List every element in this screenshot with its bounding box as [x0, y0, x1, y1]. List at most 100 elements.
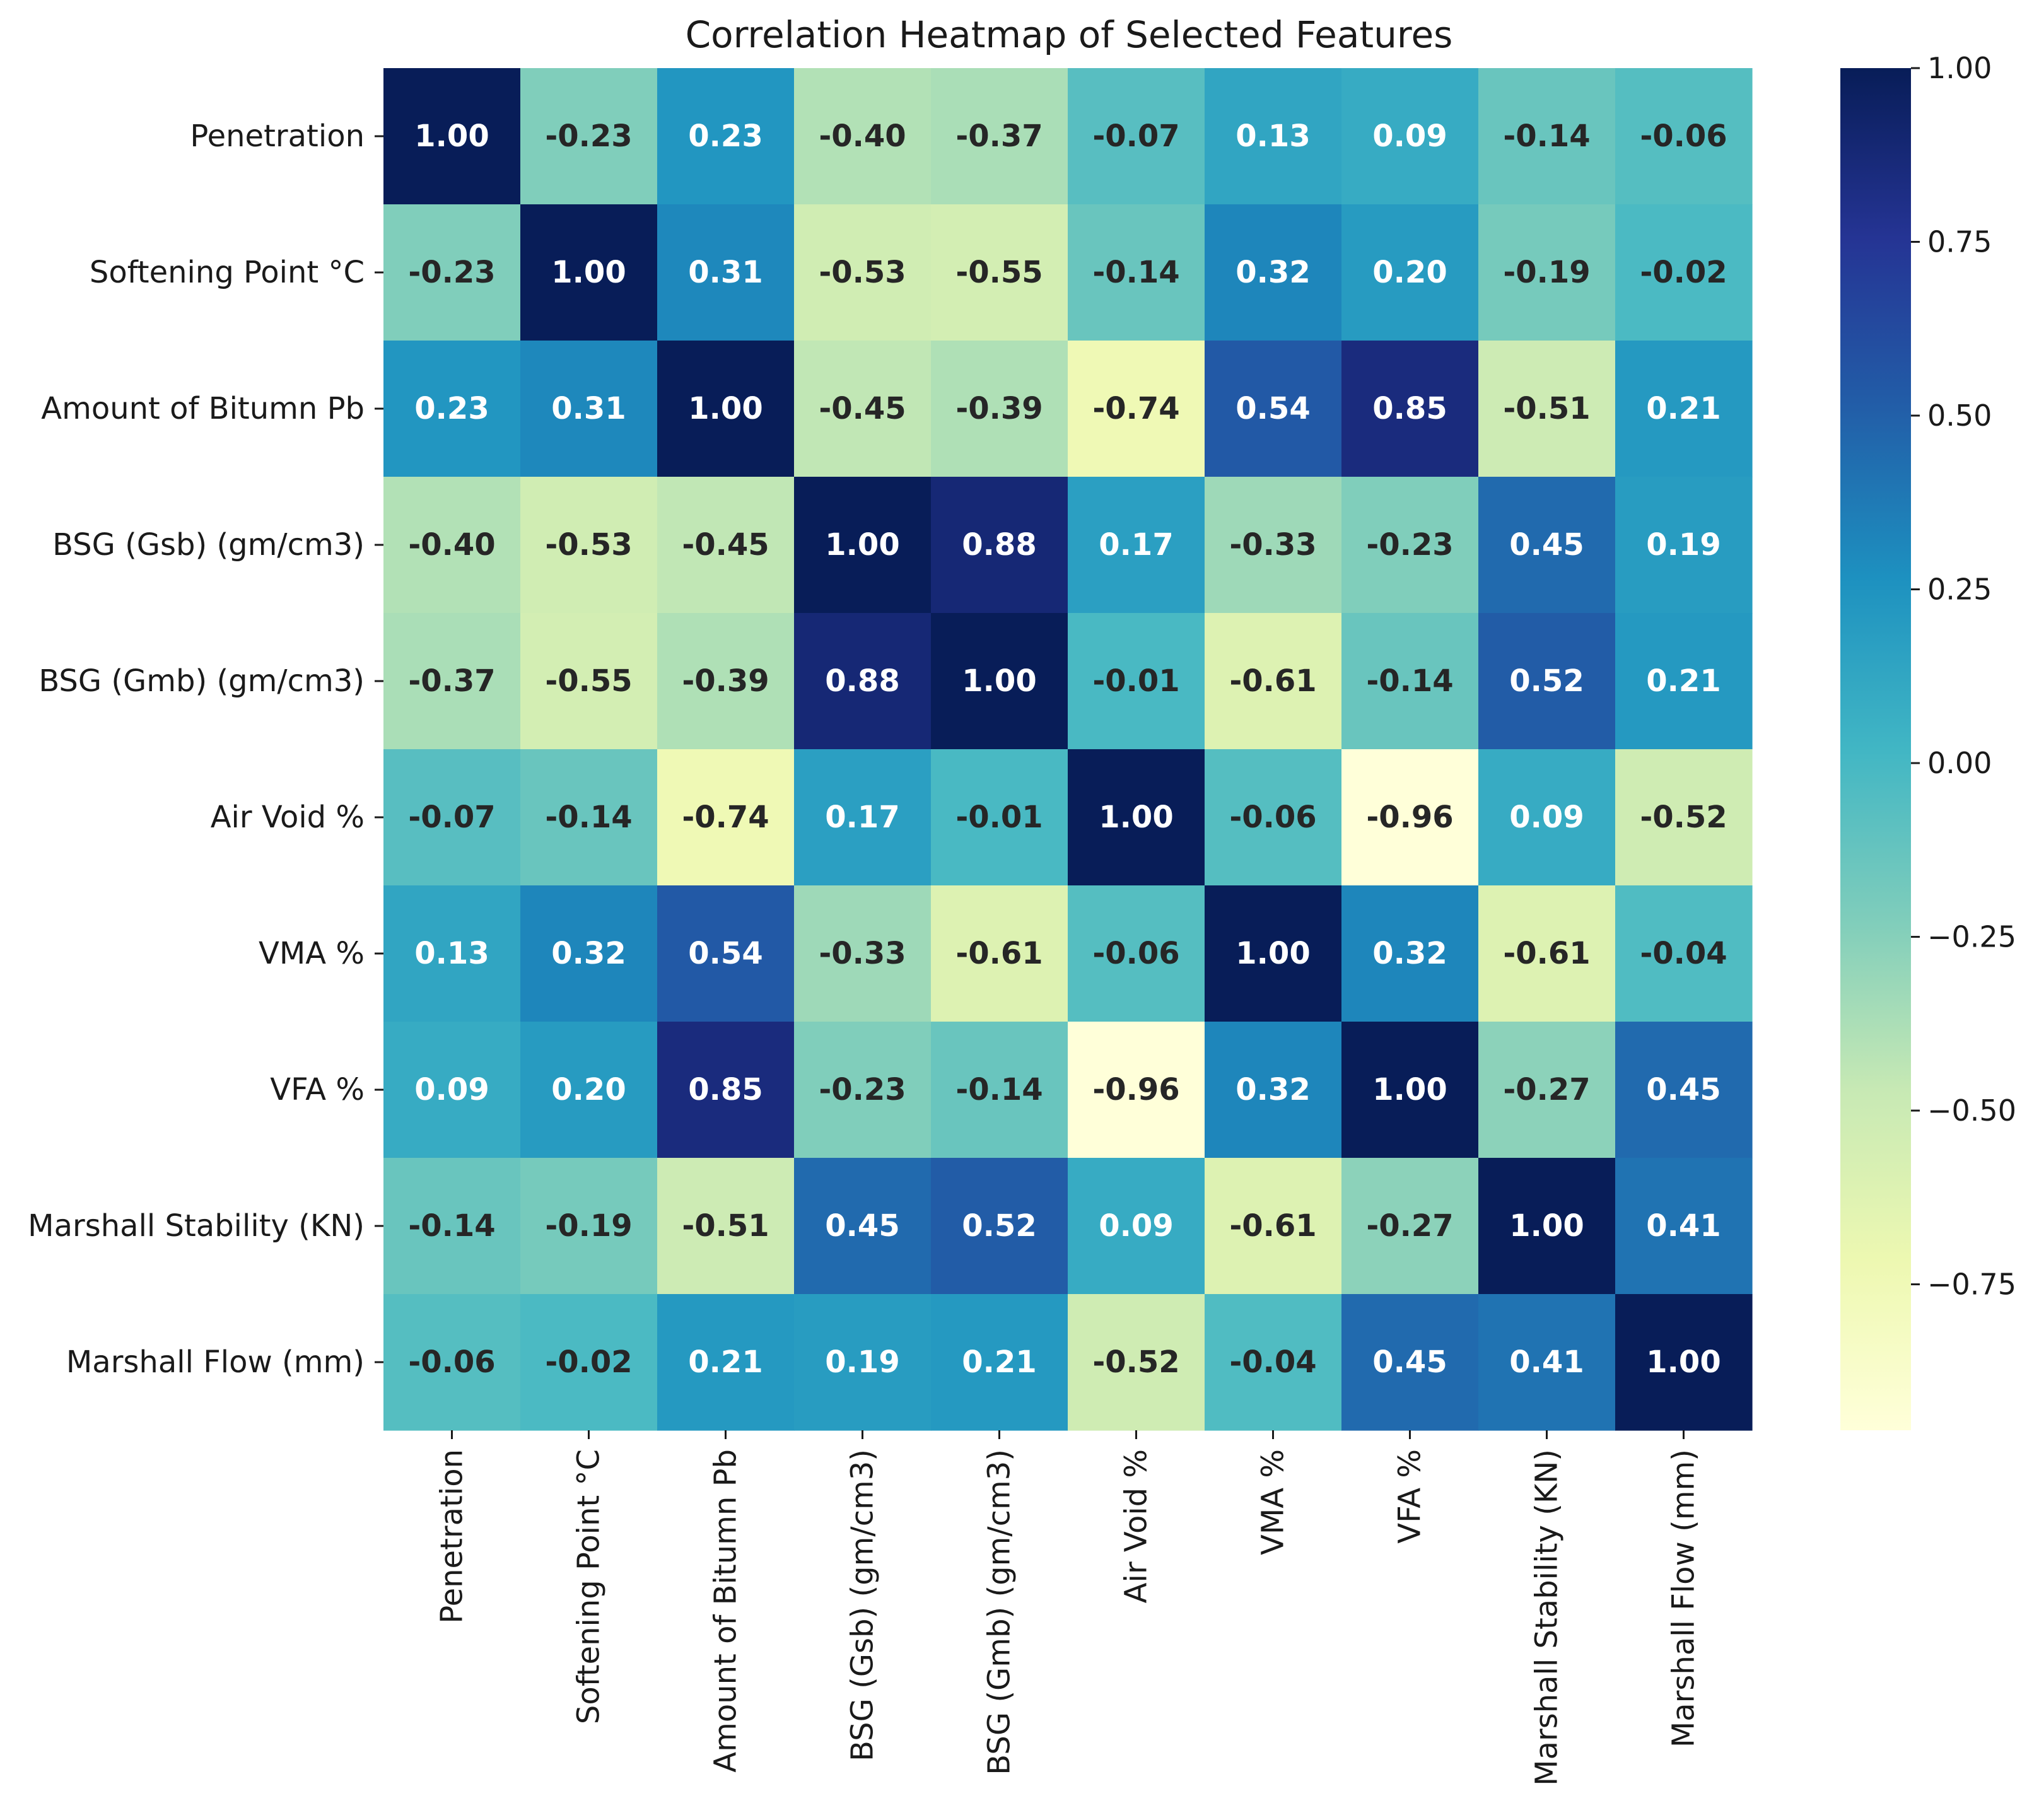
heatmap-cell: [794, 1158, 932, 1295]
cell-value-label: 1.00: [1509, 1208, 1584, 1244]
row-labels: Penetration Softening Point °C Amount of B…: [28, 119, 383, 1380]
heatmap-cell: [520, 68, 658, 205]
row-label: VMA %: [259, 936, 365, 971]
cell-value-label: 1.00: [1372, 1072, 1447, 1107]
colorbar: [1840, 68, 1911, 1430]
heatmap-cell: [1615, 477, 1753, 614]
heatmap-cell: [520, 341, 658, 477]
cell-value-label: -0.51: [682, 1208, 769, 1244]
cell-value-label: -0.02: [545, 1345, 632, 1380]
row-label: Air Void %: [211, 800, 365, 835]
heatmap-cell: [931, 341, 1068, 477]
heatmap-cell: [931, 68, 1068, 205]
heatmap-cell: [657, 885, 795, 1022]
heatmap-cell: [1341, 1158, 1479, 1295]
heatmap-cell: [1341, 204, 1479, 341]
cell-value-label: 1.00: [551, 255, 626, 290]
cell-value-label: -0.74: [1092, 391, 1179, 426]
cell-value-label: -0.04: [1640, 936, 1727, 971]
heatmap-cell: [383, 68, 521, 205]
cell-value-label: -0.45: [682, 527, 769, 563]
row-label: BSG (Gmb) (gm/cm3): [38, 663, 365, 699]
cell-value-label: -0.40: [819, 119, 906, 154]
cell-value-label: -0.23: [819, 1072, 906, 1107]
heatmap-cell: [1615, 68, 1753, 205]
cell-value-label: 0.20: [1372, 255, 1447, 290]
cell-value-label: 0.88: [825, 663, 899, 699]
heatmap-cell: [794, 613, 932, 750]
cell-value-label: -0.40: [408, 527, 495, 563]
heatmap-cell: [1478, 68, 1616, 205]
heatmap-cell: [520, 1022, 658, 1158]
cell-value-label: 0.32: [551, 936, 626, 971]
row-label: Marshall Flow (mm): [66, 1345, 365, 1380]
cell-value-label: -0.33: [1229, 527, 1316, 563]
heatmap-cell: [1615, 1294, 1753, 1431]
cell-value-label: -0.04: [1229, 1345, 1316, 1380]
cell-value-label: 1.00: [1099, 800, 1173, 835]
heatmap-cell: [931, 749, 1068, 886]
heatmap-cell: [383, 1294, 521, 1431]
row-label: BSG (Gsb) (gm/cm3): [52, 527, 365, 563]
cell-value-label: -0.14: [545, 800, 632, 835]
cell-value-label: -0.96: [1366, 800, 1453, 835]
colorbar-tick-label: 0.00: [1927, 746, 1992, 780]
cell-value-label: 0.09: [1099, 1208, 1173, 1244]
heatmap-cell: [520, 749, 658, 886]
column-label: VFA %: [1393, 1449, 1428, 1544]
cell-value-label: 0.52: [1509, 663, 1584, 699]
cell-value-label: 0.54: [1236, 391, 1310, 426]
heatmap-cell: [657, 341, 795, 477]
cell-value-label: 0.85: [1372, 391, 1447, 426]
heatmap-cell: [1068, 68, 1205, 205]
heatmap-cell: [657, 749, 795, 886]
heatmap-cell: [1205, 1158, 1342, 1295]
heatmap-cell: [657, 1294, 795, 1431]
heatmap-cell: [383, 613, 521, 750]
heatmap-cell: [383, 1158, 521, 1295]
cell-value-label: -0.14: [408, 1208, 495, 1244]
heatmap-cell: [1615, 1022, 1753, 1158]
cell-value-label: -0.14: [955, 1072, 1043, 1107]
heatmap-cell: [931, 1022, 1068, 1158]
cell-value-label: -0.06: [1092, 936, 1179, 971]
cell-value-label: 0.21: [688, 1345, 762, 1380]
heatmap-cell: [931, 477, 1068, 614]
heatmap-cell: [794, 885, 932, 1022]
heatmap-cell: [1341, 749, 1479, 886]
cell-value-label: -0.14: [1503, 119, 1590, 154]
cell-value-label: -0.61: [1503, 936, 1590, 971]
cell-value-label: 1.00: [688, 391, 762, 426]
cell-value-label: 0.09: [1509, 800, 1584, 835]
cell-value-label: -0.55: [955, 255, 1043, 290]
column-label: Amount of Bitumn Pb: [708, 1449, 744, 1773]
heatmap-cell: [931, 885, 1068, 1022]
heatmap-cell: [1205, 749, 1342, 886]
cell-value-label: -0.02: [1640, 255, 1727, 290]
cell-value-label: -0.53: [545, 527, 632, 563]
cell-value-label: 0.52: [962, 1208, 1036, 1244]
cell-value-label: -0.61: [1229, 1208, 1316, 1244]
column-label: Marshall Flow (mm): [1666, 1449, 1702, 1747]
column-label: Softening Point °C: [571, 1449, 607, 1724]
cell-value-label: -0.19: [1503, 255, 1590, 290]
cell-value-label: 1.00: [1236, 936, 1310, 971]
cell-value-label: -0.51: [1503, 391, 1590, 426]
heatmap-cell: [520, 204, 658, 341]
chart-title: Correlation Heatmap of Selected Features: [686, 13, 1453, 56]
cell-value-label: -0.06: [1229, 800, 1316, 835]
cell-value-label: -0.39: [955, 391, 1043, 426]
heatmap-cell: [1341, 1022, 1479, 1158]
cell-value-label: 0.45: [1509, 527, 1584, 563]
cell-value-label: -0.53: [819, 255, 906, 290]
row-label: Amount of Bitumn Pb: [41, 391, 365, 426]
heatmap-cell: [383, 477, 521, 614]
heatmap-cell: [383, 885, 521, 1022]
heatmap-cell: [1068, 1294, 1205, 1431]
heatmap-cell: [1478, 613, 1616, 750]
cell-value-label: 0.23: [688, 119, 762, 154]
heatmap-cell: [383, 1022, 521, 1158]
cell-value-label: 1.00: [414, 119, 489, 154]
cell-value-label: -0.07: [1092, 119, 1179, 154]
